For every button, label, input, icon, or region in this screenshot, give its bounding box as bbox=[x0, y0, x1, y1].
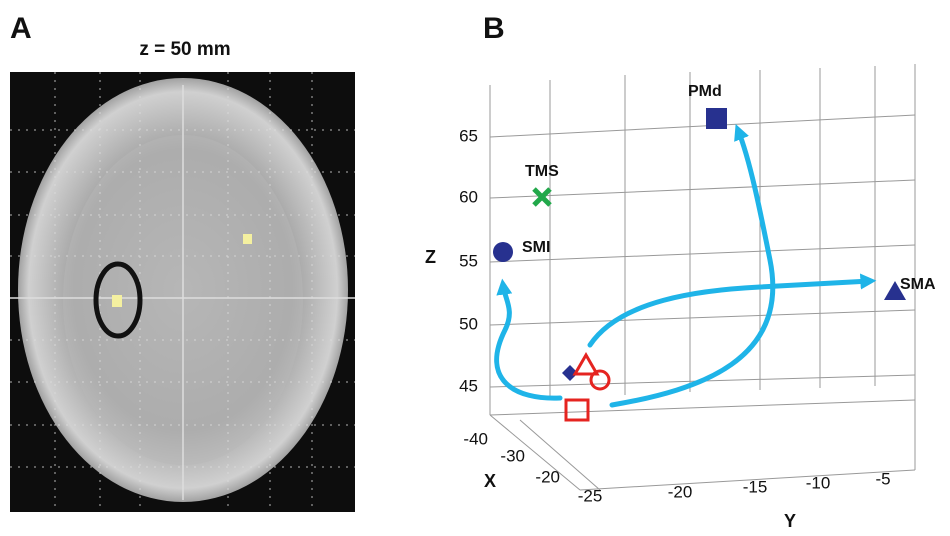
y-tick-label: -10 bbox=[806, 473, 831, 492]
x-tick-label: -30 bbox=[500, 446, 525, 465]
x-tick-label: -40 bbox=[463, 429, 488, 448]
grid-box bbox=[489, 64, 916, 491]
markers bbox=[493, 108, 906, 422]
point-label: SMI bbox=[522, 239, 550, 256]
panel-title: z = 50 mm bbox=[139, 39, 230, 60]
y-tick-label: -15 bbox=[743, 477, 768, 496]
z-tick-label: 50 bbox=[459, 314, 478, 333]
x-axis-label: X bbox=[484, 471, 496, 491]
brain-image bbox=[10, 72, 355, 512]
z-tick-label: 65 bbox=[459, 126, 478, 145]
y-axis-label: Y bbox=[784, 511, 796, 531]
z-tick-label: 55 bbox=[459, 251, 478, 270]
panel-label: A bbox=[10, 12, 32, 45]
z-axis-label: Z bbox=[425, 247, 436, 267]
z-tick-label: 60 bbox=[459, 187, 478, 206]
x-tick-label: -20 bbox=[535, 467, 560, 486]
point-label: PMd bbox=[688, 83, 722, 100]
point-label: SMA bbox=[900, 276, 936, 293]
y-tick-label: -20 bbox=[668, 482, 693, 501]
point-label: TMS bbox=[525, 163, 559, 180]
panel-label: B bbox=[483, 12, 505, 45]
y-tick-label: -25 bbox=[578, 486, 603, 505]
y-tick-label: -5 bbox=[875, 469, 890, 488]
z-tick-label: 45 bbox=[459, 376, 478, 395]
arrows bbox=[494, 124, 877, 408]
